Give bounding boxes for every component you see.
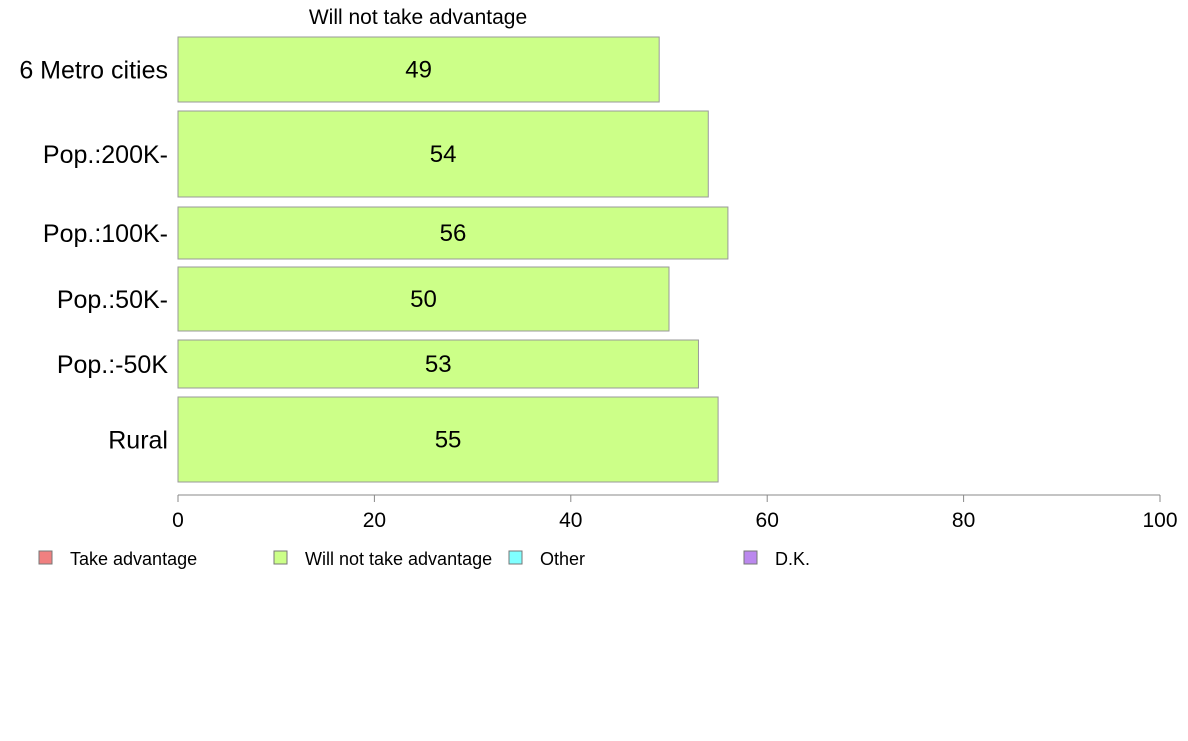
bar-value-label: 53 [425, 351, 452, 378]
category-label: Rural [108, 427, 168, 455]
bar-3 [177, 266, 670, 332]
legend-label: Other [540, 549, 585, 569]
x-axis: 0 20 40 60 80 100 [172, 494, 1178, 532]
x-tick-label: 100 [1142, 509, 1177, 532]
bar-2 [177, 206, 729, 260]
legend-label: D.K. [775, 549, 810, 569]
legend-swatch [273, 550, 288, 565]
chart-title: Will not take advantage [309, 6, 527, 29]
bar-value-label: 56 [440, 220, 467, 247]
bars-layer: 49 6 Metro cities 54 Pop.:200K- 56 Pop.:100K-… [19, 36, 729, 483]
x-tick-label: 60 [756, 509, 779, 532]
x-tick-label: 20 [363, 509, 386, 532]
bar-value-label: 55 [435, 427, 462, 454]
legend-item: Other [508, 549, 585, 569]
x-tick-label: 80 [952, 509, 975, 532]
bar-5 [177, 396, 719, 483]
legend-item: Will not take advantage [273, 549, 492, 569]
category-label: Pop.:-50K [57, 351, 169, 379]
legend-label: Will not take advantage [305, 549, 492, 569]
category-label: Pop.:200K- [43, 141, 168, 169]
category-label: 6 Metro cities [19, 57, 168, 85]
legend-label: Take advantage [70, 549, 197, 569]
legend-item: D.K. [743, 549, 810, 569]
legend: Take advantage Will not take advantage Oth… [38, 549, 810, 569]
x-tick-label: 40 [559, 509, 582, 532]
bar-value-label: 50 [410, 286, 437, 313]
bar-4 [177, 339, 699, 389]
bar-1 [177, 110, 709, 198]
legend-swatch [743, 550, 758, 565]
x-tick-label: 0 [172, 509, 184, 532]
bar-value-label: 49 [405, 57, 432, 84]
legend-item: Take advantage [38, 549, 197, 569]
legend-swatch [508, 550, 523, 565]
category-label: Pop.:50K- [57, 286, 168, 314]
bar-value-label: 54 [430, 141, 457, 168]
category-label: Pop.:100K- [43, 220, 168, 248]
bar-0 [177, 36, 660, 103]
legend-swatch [38, 550, 53, 565]
